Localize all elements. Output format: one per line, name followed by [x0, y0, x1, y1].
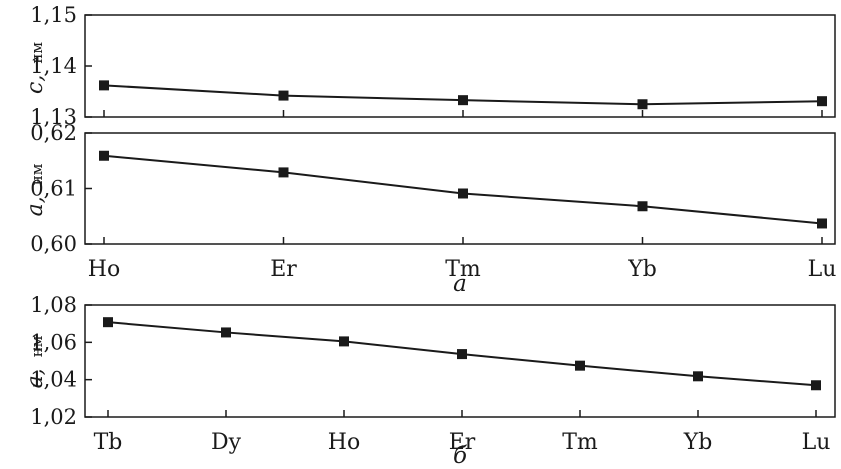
panel-b-frame	[84, 304, 836, 418]
panel-a-bottom-ylabel-symbol: a,	[23, 196, 48, 216]
x-tick-label-tb: Tb	[94, 430, 123, 455]
y-tick-label: 1,04	[30, 368, 77, 392]
data-point-tm	[575, 360, 585, 371]
y-tick-label: 0,62	[30, 121, 77, 145]
data-point-tm	[458, 95, 468, 106]
data-point-lu	[817, 218, 827, 229]
panel-b-ylabel: a, нм	[23, 335, 48, 388]
x-tick-label-dy: Dy	[211, 430, 242, 455]
panel-b-ylabel-unit: нм	[28, 335, 46, 357]
data-point-yb	[693, 371, 703, 382]
data-point-yb	[637, 201, 648, 212]
x-tick-label-lu: Lu	[802, 430, 831, 455]
data-point-tm	[458, 188, 468, 199]
panel-a-bottom-ylabel: a, нм	[23, 163, 48, 216]
x-tick-label-ho: Ho	[328, 430, 360, 455]
y-tick-label: 1,15	[30, 3, 77, 27]
y-tick-label: 0,60	[30, 232, 77, 256]
panel-a-top-ylabel-unit: нм	[28, 42, 46, 64]
panel-b-caption: б	[453, 443, 468, 469]
data-point-er	[457, 349, 467, 360]
data-point-tb	[103, 317, 113, 328]
panel-b-ylabel-symbol: a,	[23, 368, 48, 388]
data-point-er	[278, 90, 289, 101]
x-tick-label-lu: Lu	[808, 257, 837, 282]
x-tick-label-tm: Tm	[562, 430, 598, 455]
y-tick-label: 1,02	[30, 405, 77, 429]
data-point-ho	[99, 80, 109, 91]
y-tick-label: 1,14	[30, 54, 77, 78]
panel-a-top-c-parameter: c, нм 1,13 1,14 1,15	[23, 3, 836, 129]
x-tick-label-tm: Tm	[445, 257, 481, 282]
data-point-er	[278, 167, 289, 178]
x-tick-label-ho: Ho	[88, 257, 120, 282]
x-tick-label-yb: Yb	[683, 430, 713, 455]
panel-a-top-ylabel-symbol: c,	[23, 75, 48, 94]
panel-b-a-parameter: a, нм б 1,02 1,04 1,06 1,08 Tb Dy Ho Er Tm Yb Lu	[23, 293, 836, 469]
panel-a-bottom-a-parameter: a, нм а 0,60 0,61 0,62 Ho Er Tm Yb Lu	[23, 121, 836, 297]
y-tick-label: 1,06	[30, 330, 77, 354]
data-point-lu	[817, 96, 827, 107]
panel-a-bottom-ylabel-unit: нм	[28, 163, 46, 185]
x-tick-label-er: Er	[270, 257, 297, 282]
y-tick-label: 0,61	[30, 177, 77, 201]
data-point-yb	[637, 99, 648, 110]
data-point-ho	[339, 336, 349, 347]
x-tick-label-er: Er	[449, 430, 476, 455]
y-tick-label: 1,08	[30, 293, 77, 317]
data-point-dy	[221, 327, 231, 338]
y-tick-label: 1,13	[30, 105, 77, 129]
data-point-ho	[99, 150, 109, 161]
panel-a-top-ylabel: c, нм	[23, 42, 48, 94]
data-point-lu	[811, 380, 821, 391]
panel-a-caption: а	[453, 271, 467, 297]
x-tick-label-yb: Yb	[627, 257, 657, 282]
